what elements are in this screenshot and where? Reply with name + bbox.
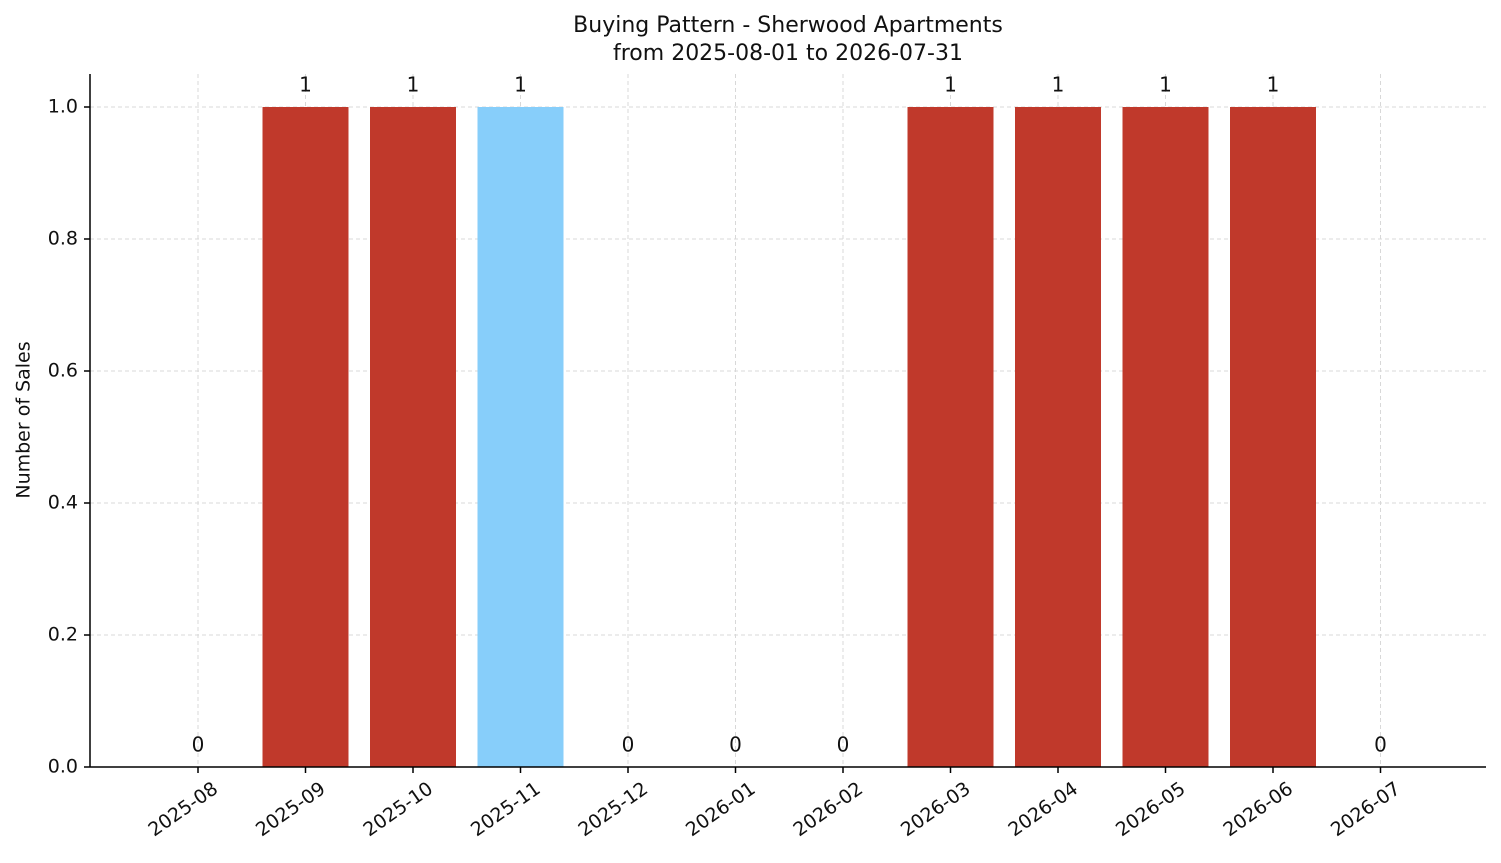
value-label: 1 <box>407 73 420 97</box>
x-tick-label: 2025-11 <box>467 778 545 842</box>
bar <box>370 107 456 767</box>
bar <box>907 107 994 767</box>
value-label: 1 <box>514 73 527 97</box>
y-axis-label: Number of Sales <box>13 341 35 498</box>
value-label: 0 <box>1374 733 1387 757</box>
x-tick-label: 2026-05 <box>1112 778 1190 842</box>
y-tick-label: 0.4 <box>48 492 78 514</box>
value-label: 1 <box>1159 73 1172 97</box>
chart-title: Buying Pattern - Sherwood Apartments <box>573 13 1003 38</box>
bar <box>262 107 349 767</box>
x-tick-label: 2026-01 <box>682 778 760 842</box>
value-label: 1 <box>944 73 957 97</box>
value-label: 1 <box>299 73 312 97</box>
bar <box>1015 107 1101 767</box>
x-tick-label: 2026-02 <box>789 778 867 842</box>
y-tick-label: 0.2 <box>48 624 78 646</box>
x-tick-label: 2026-04 <box>1004 778 1082 842</box>
bar <box>1230 107 1316 767</box>
x-tick-label: 2025-08 <box>144 778 222 842</box>
value-label: 1 <box>1267 73 1280 97</box>
value-label: 0 <box>837 733 850 757</box>
y-tick-label: 1.0 <box>48 96 78 118</box>
y-tick-label: 0.6 <box>48 360 78 382</box>
x-tick-label: 2025-09 <box>252 778 330 842</box>
x-tick-label: 2026-06 <box>1219 778 1297 842</box>
value-label: 0 <box>622 733 635 757</box>
value-label: 0 <box>192 733 205 757</box>
x-tick-label: 2026-03 <box>897 778 975 842</box>
bar <box>477 107 564 767</box>
bar <box>1122 107 1209 767</box>
chart-subtitle: from 2025-08-01 to 2026-07-31 <box>613 41 963 66</box>
x-tick-label: 2026-07 <box>1327 778 1405 842</box>
x-tick-label: 2025-12 <box>574 778 652 842</box>
value-label: 0 <box>729 733 742 757</box>
x-tick-label: 2025-10 <box>359 778 437 842</box>
y-tick-label: 0.8 <box>48 228 78 250</box>
value-label: 1 <box>1052 73 1065 97</box>
y-tick-label: 0.0 <box>48 756 78 778</box>
